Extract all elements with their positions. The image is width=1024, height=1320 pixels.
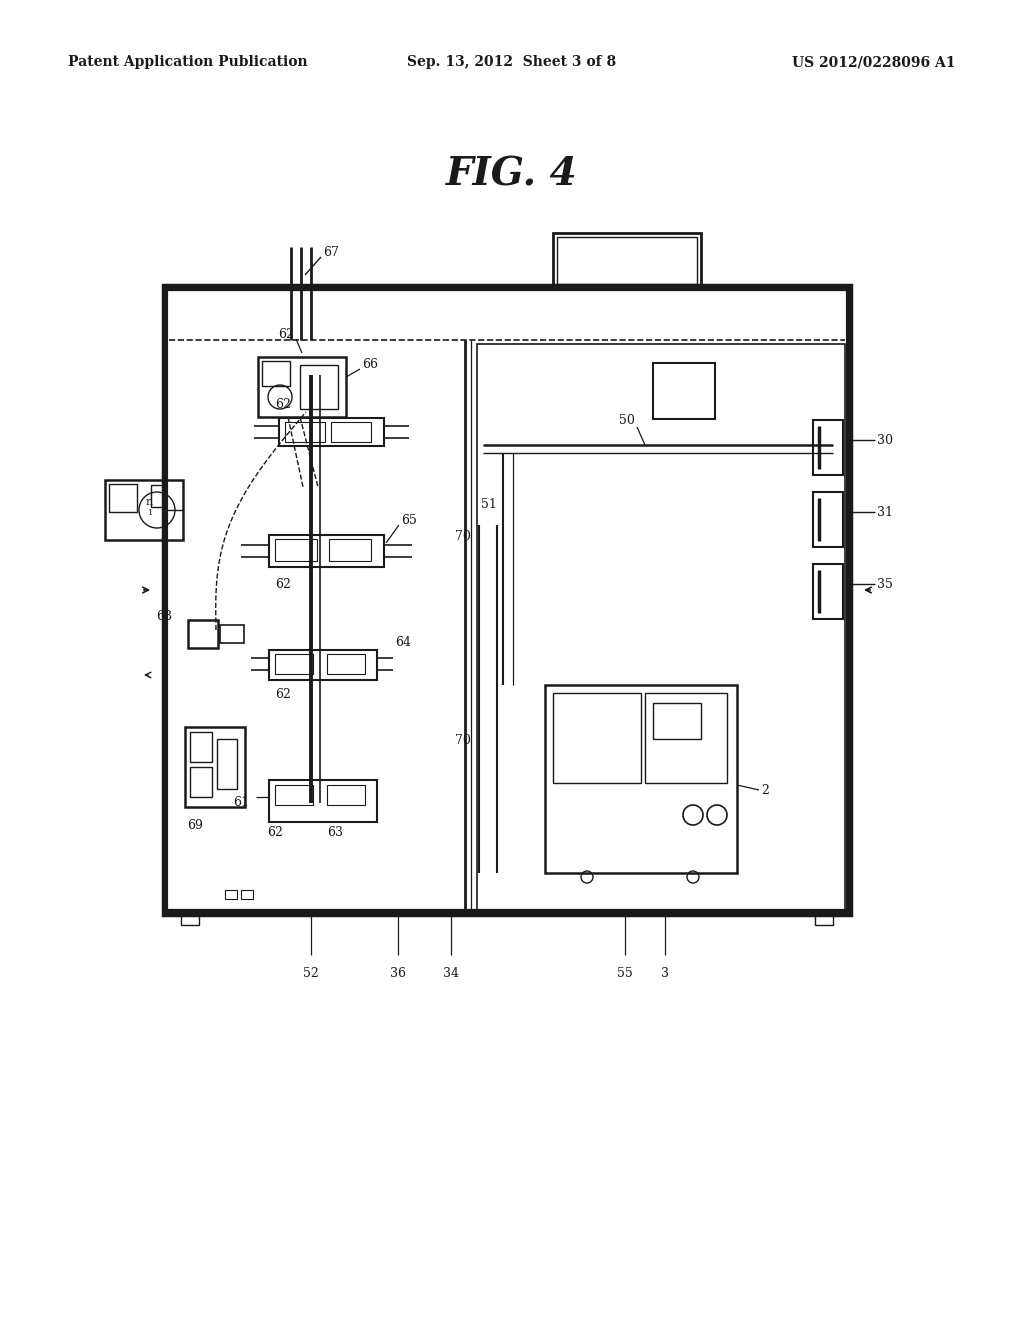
Text: 64: 64 — [395, 635, 411, 648]
Text: 68: 68 — [156, 610, 172, 623]
Text: 62: 62 — [267, 825, 283, 838]
Bar — [220, 624, 244, 643]
Bar — [190, 767, 212, 797]
Bar — [327, 785, 365, 805]
Bar — [813, 420, 843, 475]
Bar — [813, 564, 843, 619]
Bar — [225, 890, 237, 899]
Text: Patent Application Publication: Patent Application Publication — [68, 55, 307, 69]
Text: 61: 61 — [233, 796, 249, 808]
Bar — [105, 480, 183, 540]
Bar — [109, 484, 137, 512]
Text: 66: 66 — [362, 359, 378, 371]
Bar — [557, 238, 697, 284]
Bar — [275, 653, 313, 675]
Bar — [241, 890, 253, 899]
Bar — [275, 539, 317, 561]
Bar — [813, 492, 843, 546]
Text: 55: 55 — [617, 968, 633, 979]
Text: 2: 2 — [761, 784, 769, 797]
Text: 36: 36 — [390, 968, 406, 979]
Text: 67: 67 — [323, 247, 339, 260]
Text: 62: 62 — [275, 578, 291, 591]
Text: 31: 31 — [877, 506, 893, 519]
Text: 63: 63 — [327, 825, 343, 838]
Text: FIG. 4: FIG. 4 — [446, 156, 578, 194]
Bar — [653, 363, 715, 418]
Text: Sep. 13, 2012  Sheet 3 of 8: Sep. 13, 2012 Sheet 3 of 8 — [408, 55, 616, 69]
Bar — [645, 693, 727, 783]
Bar — [262, 360, 290, 385]
Bar — [477, 345, 845, 913]
Text: 34: 34 — [443, 968, 459, 979]
Bar — [545, 685, 737, 873]
Bar — [329, 539, 371, 561]
Text: 70: 70 — [455, 531, 471, 544]
Bar — [275, 785, 313, 805]
Bar — [163, 285, 851, 915]
Bar — [181, 915, 199, 925]
Text: 30: 30 — [877, 433, 893, 446]
Text: 3: 3 — [662, 968, 669, 979]
Bar — [300, 366, 338, 409]
Bar — [185, 727, 245, 807]
Text: 35: 35 — [877, 578, 893, 590]
Text: 52: 52 — [303, 968, 318, 979]
Bar — [285, 422, 325, 442]
Bar — [258, 356, 346, 417]
Bar — [327, 653, 365, 675]
Bar — [331, 422, 371, 442]
Bar — [151, 484, 163, 507]
Bar — [653, 704, 701, 739]
Bar — [553, 693, 641, 783]
Bar — [279, 418, 384, 446]
Text: 65: 65 — [401, 515, 417, 528]
Bar — [269, 780, 377, 822]
Text: 62: 62 — [279, 329, 294, 342]
Text: 62: 62 — [275, 397, 291, 411]
Text: 69: 69 — [187, 818, 203, 832]
Text: 70: 70 — [455, 734, 471, 747]
Text: US 2012/0228096 A1: US 2012/0228096 A1 — [793, 55, 956, 69]
Bar — [217, 739, 237, 789]
Text: 51: 51 — [481, 499, 497, 511]
Text: 1: 1 — [148, 510, 154, 517]
Bar — [188, 620, 218, 648]
Bar — [190, 733, 212, 762]
Text: 50: 50 — [620, 414, 635, 428]
Bar — [553, 234, 701, 288]
Bar — [269, 535, 384, 568]
Text: 62: 62 — [275, 688, 291, 701]
Text: n: n — [145, 498, 153, 507]
Bar — [815, 915, 833, 925]
Bar — [269, 649, 377, 680]
